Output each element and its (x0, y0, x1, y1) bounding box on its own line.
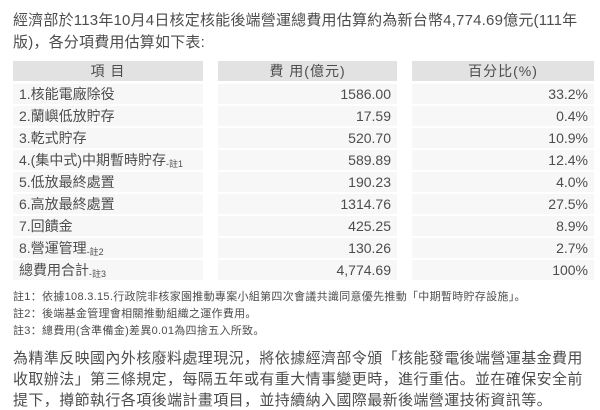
note-reference: -註1 (166, 159, 184, 169)
percent-value-cell: 12.4% (412, 150, 594, 170)
table-header-row: 項 目 費 用(億元) 百分比(%) (13, 61, 594, 81)
cost-value-cell: 1314.76 (218, 194, 397, 214)
percent-value-cell: 8.9% (412, 216, 594, 236)
footnote-3: 註3：總費用(含準備金)差異0.01為四捨五入所致。 (13, 325, 265, 337)
intro-paragraph: 經濟部於113年10月4日核定核能後端營運總費用估算約為新台幣4,774.69億… (13, 12, 578, 51)
footnotes: 註1：依據108.3.15.行政院非核家園推動專案小組第四次會議共識同意優先推動… (13, 289, 594, 340)
item-label-cell: 2.蘭嶼低放貯存 (13, 106, 203, 126)
percent-value-cell: 27.5% (412, 194, 594, 214)
cost-value-cell: 589.89 (218, 150, 397, 170)
header-item: 項 目 (13, 61, 203, 81)
item-label-cell: 5.低放最終處置 (13, 172, 203, 192)
table-body: 1.核能電廠除役 1586.00 33.2% 2.蘭嶼低放貯存 17.59 0.4% 3.乾… (13, 84, 594, 280)
cost-value-cell: 130.26 (218, 238, 397, 258)
cost-value-cell: 1586.00 (218, 84, 397, 104)
table-row: 6.高放最終處置 1314.76 27.5% (13, 194, 594, 214)
item-label-cell: 8.營運管理-註2 (13, 238, 203, 258)
item-label-cell: 6.高放最終處置 (13, 194, 203, 214)
cost-table: 項 目 費 用(億元) 百分比(%) 1.核能電廠除役 1586.00 33.2% 2… (13, 61, 594, 280)
table-row: 3.乾式貯存 520.70 10.9% (13, 128, 594, 148)
item-label-cell: 總費用合計-註3 (13, 260, 203, 280)
cost-value-cell: 425.25 (218, 216, 397, 236)
note-reference: -註2 (86, 247, 104, 257)
table-total-row: 總費用合計-註3 4,774.69 100% (13, 260, 594, 280)
header-cost: 費 用(億元) (218, 61, 397, 81)
item-label-cell: 1.核能電廠除役 (13, 84, 203, 104)
percent-value-cell: 2.7% (412, 238, 594, 258)
table-row: 4.(集中式)中期暫時貯存-註1 589.89 12.4% (13, 150, 594, 170)
cost-value-cell: 190.23 (218, 172, 397, 192)
item-label-cell: 7.回饋金 (13, 216, 203, 236)
table-row: 2.蘭嶼低放貯存 17.59 0.4% (13, 106, 594, 126)
note-reference: -註3 (89, 269, 107, 279)
closing-paragraph: 為精準反映國內外核廢料處理現況，將依據經濟部令頒「核能發電後端營運基金費用收取辦… (13, 350, 583, 409)
percent-value-cell: 33.2% (412, 84, 594, 104)
percent-value-cell: 0.4% (412, 106, 594, 126)
percent-value-cell: 100% (412, 260, 594, 280)
percent-value-cell: 10.9% (412, 128, 594, 148)
footnote-2: 註2：後端基金管理會相關推動組織之運作費用。 (13, 308, 257, 320)
table-row: 5.低放最終處置 190.23 4.0% (13, 172, 594, 192)
footnote-1: 註1：依據108.3.15.行政院非核家園推動專案小組第四次會議共識同意優先推動… (13, 291, 526, 303)
cost-value-cell: 17.59 (218, 106, 397, 126)
table-row: 1.核能電廠除役 1586.00 33.2% (13, 84, 594, 104)
table-row: 8.營運管理-註2 130.26 2.7% (13, 238, 594, 258)
header-percent: 百分比(%) (412, 61, 594, 81)
table-row: 7.回饋金 425.25 8.9% (13, 216, 594, 236)
percent-value-cell: 4.0% (412, 172, 594, 192)
item-label-cell: 3.乾式貯存 (13, 128, 203, 148)
cost-value-cell: 520.70 (218, 128, 397, 148)
cost-value-cell: 4,774.69 (218, 260, 397, 280)
item-label-cell: 4.(集中式)中期暫時貯存-註1 (13, 150, 203, 170)
